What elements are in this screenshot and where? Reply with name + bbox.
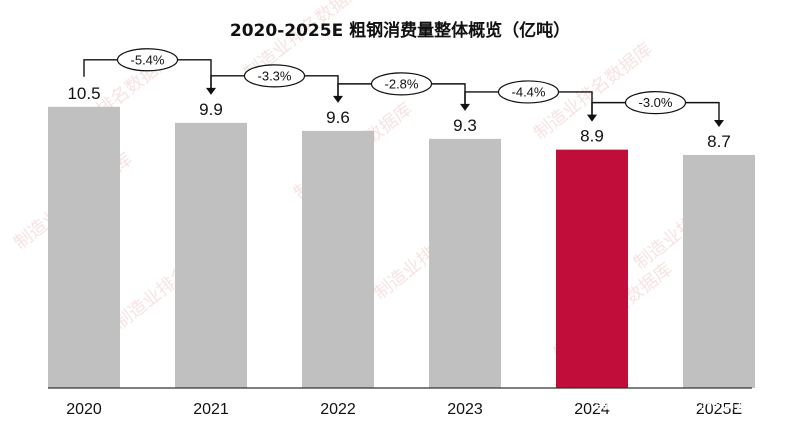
change-annotation-2022: -3.3% [210,64,343,103]
bar-2021 [175,122,247,388]
bar-2020 [48,106,120,389]
value-label-2020: 10.5 [67,84,100,103]
bar-2022 [302,130,374,388]
category-label-2024: 2024 [574,401,610,418]
bar-2025E [683,154,755,388]
bar-2023 [429,138,501,388]
value-label-2023: 9.3 [453,116,477,135]
category-label-2025E: 2025E [696,401,742,418]
category-labels: 2020 2021 2022 2023 2024 2025E [66,401,742,418]
chart-title: 2020-2025E 粗钢消费量整体概览（亿吨） [230,20,570,41]
change-annotation-2021: -5.4% [83,48,216,95]
change-label: -3.0% [639,95,673,110]
change-bubble [243,64,306,88]
value-label-2024: 8.9 [580,127,604,146]
change-label: -3.3% [258,68,292,83]
change-bubble [370,72,433,96]
change-label: -5.4% [131,52,165,67]
value-label-2021: 9.9 [199,100,223,119]
footer-watermark: 雪球 · 制造业排名数据库 [593,392,790,413]
value-label-2025E: 8.7 [707,132,731,151]
bars: 10.5 9.9 9.6 9.3 8.9 8.7 [48,84,755,389]
change-label: -2.8% [385,76,419,91]
category-label-2020: 2020 [66,401,102,418]
change-bubble [116,48,179,72]
category-label-2022: 2022 [320,401,356,418]
change-label: -4.4% [512,84,546,99]
change-annotations: -5.4% -3.3% -2.8% -4.4% -3.0% [83,48,724,127]
arrow-down-icon [714,119,724,127]
change-bubble [624,91,687,115]
category-label-2023: 2023 [447,401,483,418]
category-label-2021: 2021 [193,401,229,418]
bar-2024 [556,149,628,388]
change-annotation-2025E: -3.0% [591,91,724,127]
change-bubble [497,80,560,104]
value-label-2022: 9.6 [326,108,350,127]
